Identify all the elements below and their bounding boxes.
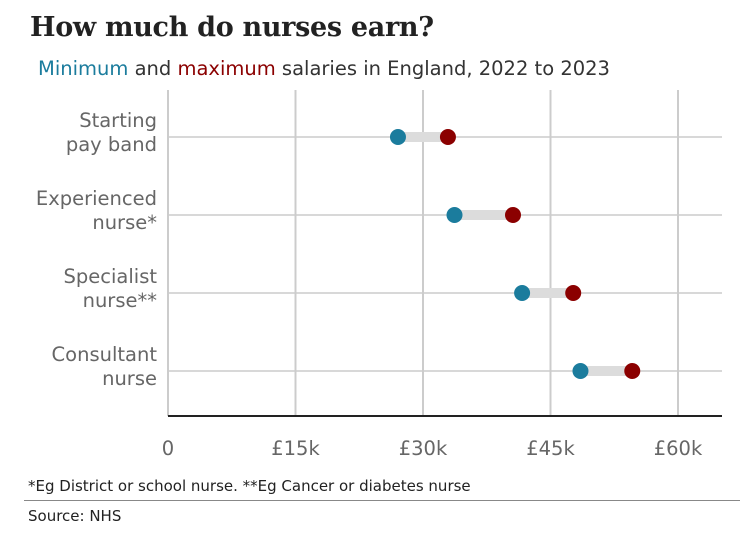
subtitle-rest: salaries in England, 2022 to 2023: [275, 57, 610, 80]
max-dot-2: [565, 285, 582, 301]
category-label-2-line-0: Specialist: [64, 265, 158, 288]
x-tick-label-2: £30k: [399, 437, 448, 460]
x-tick-label-1: £15k: [271, 437, 320, 460]
subtitle-minimum: Minimum: [38, 57, 129, 80]
divider: [24, 500, 740, 501]
min-dot-3: [572, 363, 589, 379]
category-label-1-line-0: Experienced: [36, 187, 157, 210]
category-label-0-line-0: Starting: [79, 109, 157, 132]
source-note: Source: NHS: [28, 507, 122, 525]
category-label-3-line-0: Consultant: [52, 343, 158, 366]
subtitle-and: and: [128, 57, 178, 80]
subtitle-maximum: maximum: [177, 57, 276, 80]
min-dot-1: [446, 207, 463, 223]
max-dot-3: [624, 363, 641, 379]
chart-subtitle: Minimum and maximum salaries in England,…: [38, 57, 610, 80]
max-dot-1: [504, 207, 521, 223]
category-label-3-line-1: nurse: [102, 367, 157, 390]
x-tick-label-3: £45k: [526, 437, 575, 460]
x-tick-label-0: 0: [162, 437, 174, 460]
chart-title: How much do nurses earn?: [30, 12, 434, 43]
category-rows: [168, 129, 722, 379]
x-tick-labels: 0 £15k £30k £45k £60k: [162, 437, 703, 460]
min-dot-2: [514, 285, 531, 301]
footnote: *Eg District or school nurse. **Eg Cance…: [28, 477, 471, 495]
gridlines: [167, 90, 679, 416]
category-label-2-line-1: nurse**: [83, 289, 158, 312]
category-label-0-line-1: pay band: [66, 133, 157, 156]
min-dot-0: [389, 129, 406, 145]
category-label-1-line-1: nurse*: [92, 211, 157, 234]
x-tick-label-4: £60k: [654, 437, 703, 460]
max-dot-0: [439, 129, 456, 145]
